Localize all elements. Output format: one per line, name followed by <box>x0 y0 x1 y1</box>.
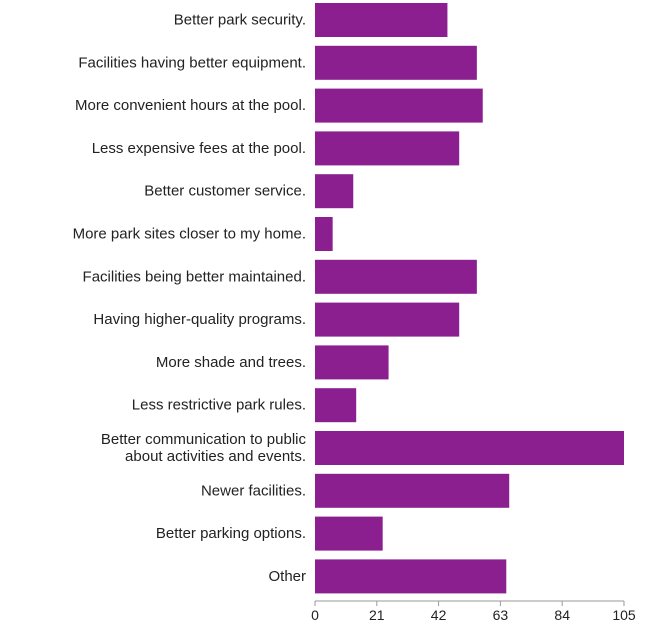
bar <box>315 388 357 423</box>
category-label: Facilities being better maintained. <box>83 268 306 285</box>
category-labels-group: Better park security. Facilities having b… <box>73 12 307 585</box>
bar <box>315 259 477 294</box>
bar <box>315 516 383 551</box>
bar <box>315 174 354 209</box>
category-label: Better park security. <box>174 12 306 29</box>
bar <box>315 217 333 251</box>
category-label: about activities and events. <box>125 448 306 465</box>
bar <box>315 45 477 80</box>
category-label: Better communication to public <box>101 431 307 448</box>
x-tick-label: 84 <box>554 607 570 623</box>
bar <box>315 302 460 337</box>
category-label: More shade and trees. <box>156 354 306 371</box>
bar <box>315 559 507 594</box>
x-ticks-group: 0 21 42 63 84 105 <box>311 601 636 623</box>
category-label: More convenient hours at the pool. <box>75 97 306 114</box>
category-label: Better customer service. <box>144 183 306 200</box>
category-label: Other <box>268 568 306 585</box>
x-tick-label: 105 <box>612 607 636 623</box>
category-label: More park sites closer to my home. <box>73 226 306 243</box>
x-tick-label: 42 <box>431 607 447 623</box>
category-label: Facilities having better equipment. <box>78 54 306 71</box>
category-label: Less restrictive park rules. <box>132 397 306 414</box>
x-tick-label: 63 <box>493 607 509 623</box>
category-label: Less expensive fees at the pool. <box>92 140 306 157</box>
bar <box>315 88 483 123</box>
bar <box>315 431 624 465</box>
category-label: Having higher-quality programs. <box>93 311 306 328</box>
bar <box>315 3 448 37</box>
category-label: Better parking options. <box>156 525 306 542</box>
bars-group <box>315 3 624 594</box>
x-tick-label: 0 <box>311 607 319 623</box>
bar <box>315 345 389 380</box>
bar <box>315 473 510 508</box>
category-label: Newer facilities. <box>201 482 306 499</box>
x-tick-label: 21 <box>369 607 385 623</box>
bar <box>315 131 460 166</box>
